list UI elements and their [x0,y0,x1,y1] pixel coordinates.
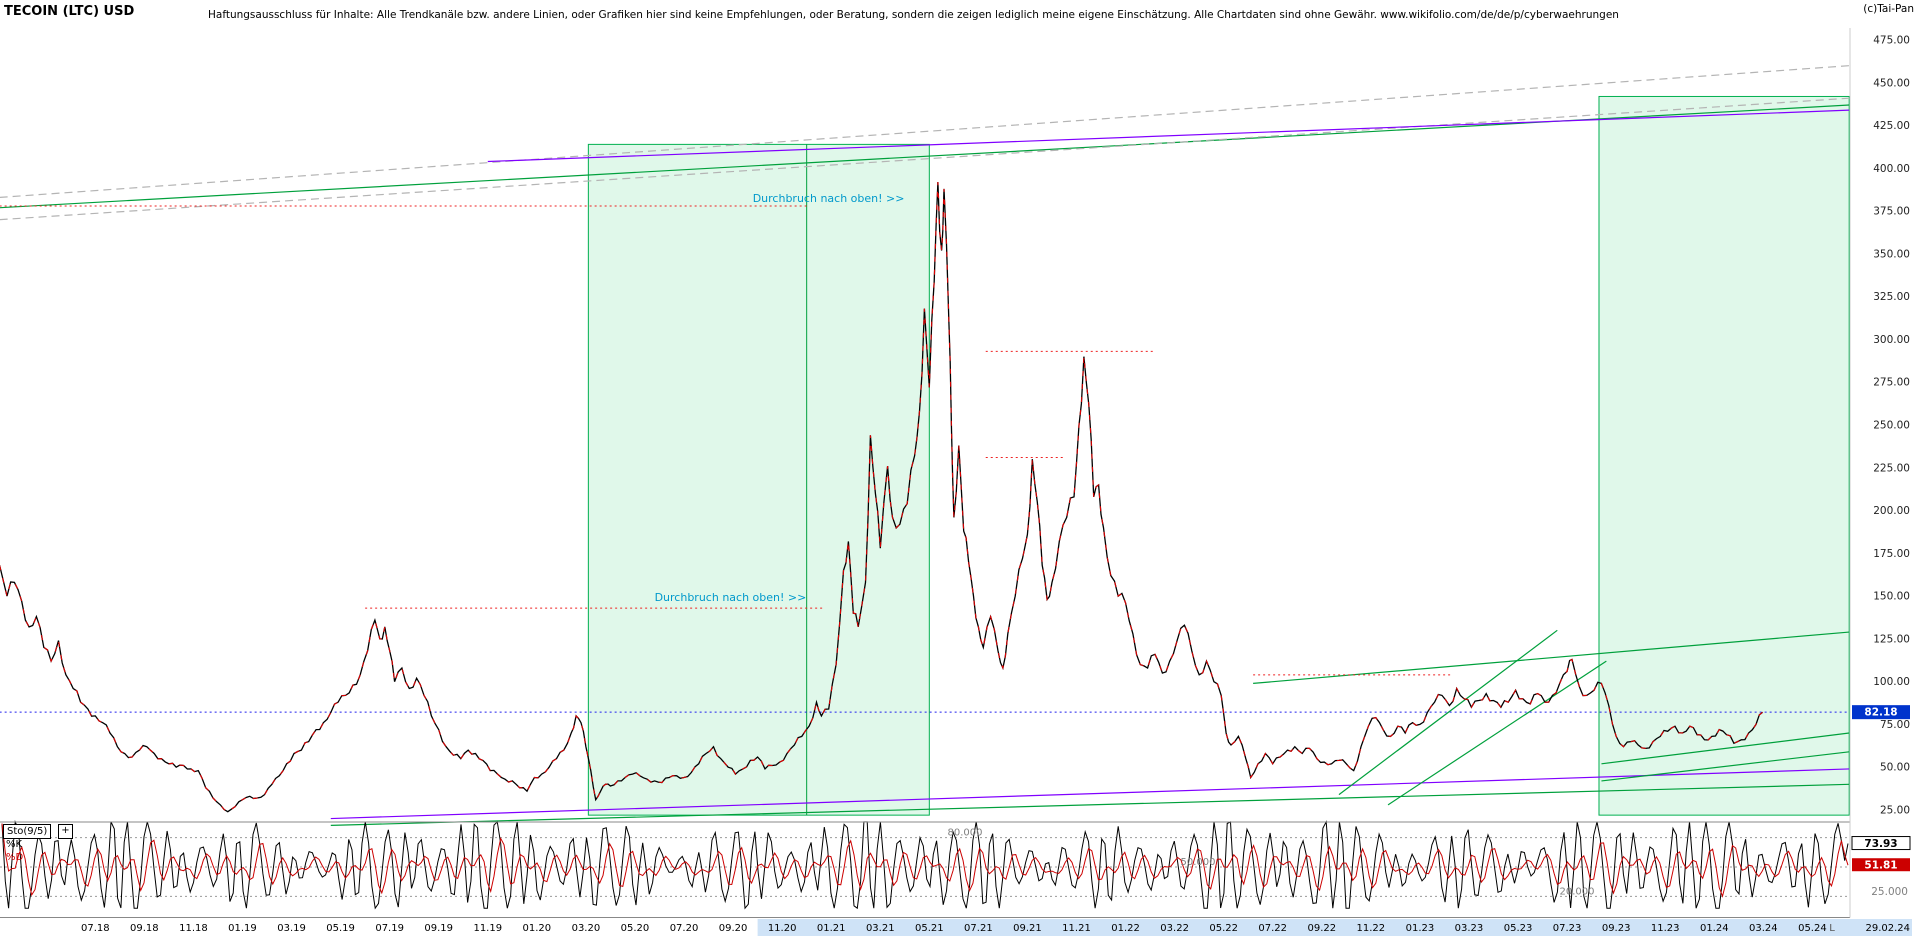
x-tick-label: 05.22 [1209,923,1238,934]
y-tick-label: 25.00 [1880,804,1910,816]
x-tick-label: 09.22 [1307,923,1336,934]
last-date-highlight [1838,919,1912,936]
y-tick-label: 475.00 [1873,35,1910,47]
y-tick-label: 350.00 [1873,248,1910,260]
y-tick-label: 275.00 [1873,377,1910,389]
trendline-violet-top [487,109,1850,163]
x-tick-label: 09.20 [719,923,748,934]
breakout-annotation: Durchbruch nach oben! >> [655,591,807,604]
y-tick-label: 100.00 [1873,676,1910,688]
x-tick-label: 07.22 [1258,923,1287,934]
y-tick-label: 250.00 [1873,419,1910,431]
disclaimer-text: Haftungsausschluss für Inhalte: Alle Tre… [208,9,1619,21]
last-price-tag: 82.18 [1864,707,1897,719]
indicator-expand-button[interactable]: + [58,824,73,839]
trendline-green-channel-lower [1601,751,1850,782]
x-tick-label: 11.21 [1062,923,1091,934]
x-tick-label: 07.20 [670,923,699,934]
x-tick-label: 01.23 [1406,923,1435,934]
stoch-d-tag-bg [1852,858,1910,872]
y-tick-label: 375.00 [1873,206,1910,218]
trendline-green-mid-rising [1253,631,1850,684]
copyright-label: (c)Tai-Pan [1863,3,1914,15]
y-tick-label: 50.00 [1880,762,1910,774]
x-tick-label: 03.24 [1749,923,1778,934]
trendline-green-bottom-support [330,783,1850,826]
symbol-title: TECOIN (LTC) USD [4,4,135,19]
last-quote-date: 29.02.24 [1865,923,1910,934]
stoch-d-line [1,823,1849,898]
x-tick-label: 03.19 [277,923,306,934]
x-tick-label: 01.22 [1111,923,1140,934]
y-tick-label: 300.00 [1873,334,1910,346]
x-tick-label: 03.20 [572,923,601,934]
stoch-k-line [1,819,1849,910]
trendline-gray-dashed-lower [0,97,1850,221]
indicator-label[interactable]: Sto(9/5) [3,824,52,839]
x-tick-label: 05.21 [915,923,944,934]
last-price-tag-bg [1852,705,1910,720]
date-axis-highlight-band [757,919,1850,936]
stoch-k-label: %K [6,839,23,850]
breakout-annotation: Durchbruch nach oben! >> [753,192,905,205]
x-tick-label: 05.23 [1504,923,1533,934]
x-tick-label: 03.23 [1455,923,1484,934]
stoch-floor-label: 25.000 [1871,886,1908,898]
x-tick-label: 11.23 [1651,923,1680,934]
trendline-green-steep-a [1338,629,1558,796]
x-tick-label: 09.19 [424,923,453,934]
x-tick-label: 11.19 [473,923,502,934]
x-tick-label: 07.23 [1553,923,1582,934]
y-tick-label: 225.00 [1873,462,1910,474]
trendline-violet-bottom [330,768,1850,820]
y-tick-label: 450.00 [1873,77,1910,89]
y-tick-label: 75.00 [1880,719,1910,731]
x-tick-label: 09.18 [130,923,159,934]
x-tick-label: 05.24 [1798,923,1827,934]
y-tick-label: 425.00 [1873,120,1910,132]
stoch-level-label: 20.000 [1560,886,1595,897]
x-tick-label: 05.20 [621,923,650,934]
stoch-level-label: 80.000 [948,828,983,839]
stoch-k-tag: 73.93 [1864,838,1897,850]
stoch-k-tag-bg [1851,836,1911,851]
breakout-box-2023 [1598,95,1850,816]
stoch-d-label: %D [6,852,24,863]
y-tick-label: 125.00 [1873,633,1910,645]
x-tick-label: 11.20 [768,923,797,934]
y-tick-label: 200.00 [1873,505,1910,517]
x-tick-label: 11.22 [1357,923,1386,934]
stoch-level-label: 50.000 [1181,857,1216,868]
x-tick-label: 07.21 [964,923,993,934]
x-tick-label: 01.20 [523,923,552,934]
trendline-green-steep-b [1387,660,1607,806]
last-quote-marker: L [1829,923,1835,934]
x-tick-label: 09.21 [1013,923,1042,934]
x-tick-label: 09.23 [1602,923,1631,934]
trendline-green-channel-upper [1601,732,1850,765]
trendline-gray-dashed-upper [0,65,1850,198]
x-tick-label: 01.21 [817,923,846,934]
x-tick-label: 05.19 [326,923,355,934]
y-tick-label: 400.00 [1873,163,1910,175]
x-tick-label: 11.18 [179,923,208,934]
y-tick-label: 325.00 [1873,291,1910,303]
y-tick-label: 150.00 [1873,591,1910,603]
x-tick-label: 07.18 [81,923,110,934]
x-tick-label: 03.22 [1160,923,1189,934]
y-tick-label: 175.00 [1873,548,1910,560]
breakout-box-2020 [587,143,930,816]
x-tick-label: 01.24 [1700,923,1729,934]
x-tick-label: 03.21 [866,923,895,934]
x-tick-label: 01.19 [228,923,257,934]
stoch-d-tag: 51.81 [1864,860,1897,872]
price-line [0,181,1764,813]
x-tick-label: 07.19 [375,923,404,934]
